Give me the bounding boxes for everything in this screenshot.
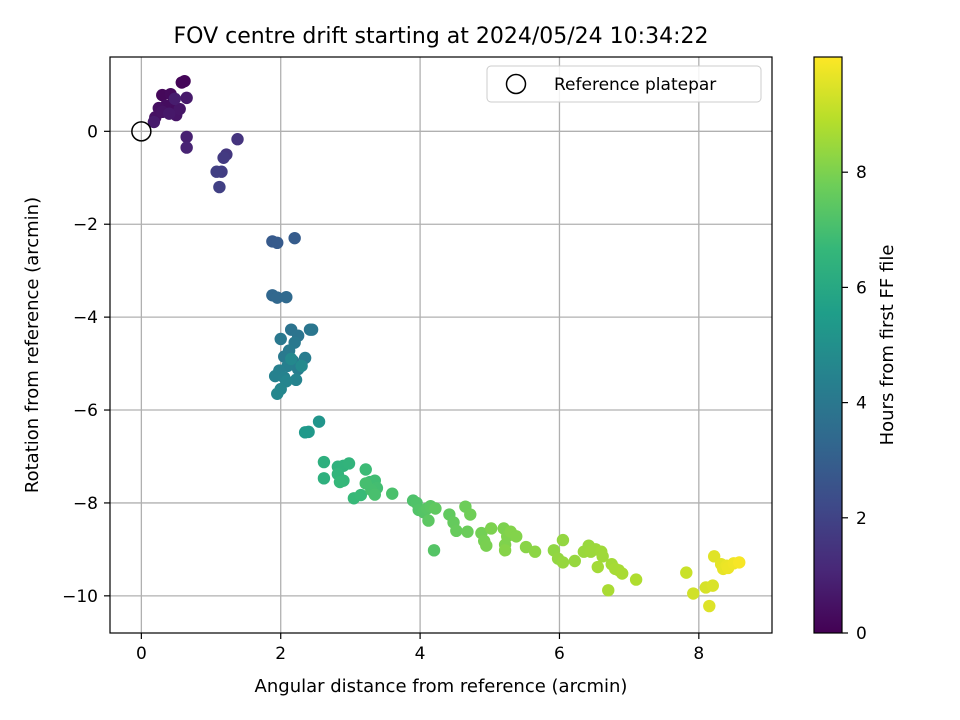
legend-box <box>486 65 762 103</box>
data-point <box>274 332 287 346</box>
data-point <box>280 290 293 304</box>
data-point <box>217 151 230 164</box>
y-tick-label: 0 <box>87 122 98 142</box>
data-point <box>422 514 435 527</box>
data-point <box>271 291 284 304</box>
colorbar-tick-label: 2 <box>856 509 867 529</box>
data-point <box>163 107 176 120</box>
data-point <box>680 566 693 579</box>
plot-frame <box>109 56 773 634</box>
colorbar-tick-label: 4 <box>856 394 867 414</box>
data-point <box>333 475 347 489</box>
data-point <box>354 488 368 502</box>
data-point <box>450 524 463 538</box>
colorbar-bar <box>813 56 843 634</box>
data-point <box>602 584 615 597</box>
data-point <box>386 487 399 500</box>
data-point <box>359 463 372 476</box>
data-point <box>528 545 542 558</box>
data-point <box>568 554 581 568</box>
data-point <box>210 165 223 178</box>
data-point <box>295 359 308 373</box>
data-point <box>629 573 643 586</box>
data-point <box>342 457 356 470</box>
legend-marker <box>505 73 527 95</box>
data-point <box>615 567 629 580</box>
x-tick-label: 8 <box>693 644 704 664</box>
data-point <box>147 115 161 129</box>
data-point <box>213 180 226 194</box>
data-point <box>480 539 493 552</box>
plot-area: 0 2 4 6 8 0 −2 −4 −6 −8 −10 <box>62 56 773 664</box>
data-point <box>231 133 244 146</box>
data-point <box>284 352 298 366</box>
data-point <box>591 560 604 574</box>
data-point <box>178 74 191 88</box>
y-tick-label: −10 <box>62 587 98 607</box>
y-tick-label: −2 <box>73 215 98 235</box>
data-point <box>484 522 498 535</box>
data-point <box>173 102 186 116</box>
data-point <box>288 231 301 245</box>
legend-label: Reference platepar <box>554 75 716 95</box>
data-point <box>312 415 326 428</box>
reference-marker <box>131 121 152 142</box>
y-axis-label: Rotation from reference (arcmin) <box>22 197 43 493</box>
data-point <box>429 502 442 515</box>
data-point <box>498 544 512 557</box>
data-point <box>180 91 193 105</box>
colorbar: 0 2 4 6 8 <box>813 56 867 644</box>
legend: Reference platepar <box>486 65 762 103</box>
data-point <box>317 455 331 469</box>
y-tick-label: −4 <box>73 308 98 328</box>
data-point <box>317 472 331 485</box>
data-point <box>461 525 474 538</box>
colorbar-tick-label: 0 <box>856 624 867 644</box>
x-axis-label: Angular distance from reference (arcmin) <box>255 676 628 697</box>
y-tick-label: −8 <box>73 494 98 514</box>
data-point <box>305 323 319 336</box>
x-tick-label: 2 <box>275 644 286 664</box>
data-point <box>368 488 381 501</box>
data-point <box>180 130 193 144</box>
x-tick-label: 6 <box>554 644 565 664</box>
data-point <box>556 533 570 547</box>
data-point <box>703 599 716 613</box>
data-point <box>510 530 523 543</box>
x-tick-label: 0 <box>136 644 147 664</box>
data-point <box>168 92 182 106</box>
y-tick-label: −6 <box>73 401 98 421</box>
data-point <box>298 426 312 439</box>
data-point <box>289 373 303 387</box>
data-point <box>706 579 719 592</box>
data-point <box>733 556 746 569</box>
data-point <box>687 587 700 600</box>
colorbar-tick-label: 8 <box>856 163 867 183</box>
x-tick-label: 4 <box>415 644 426 664</box>
data-point <box>271 236 284 250</box>
data-point <box>359 477 372 490</box>
data-point <box>271 387 284 400</box>
data-point <box>556 556 570 569</box>
data-point <box>180 141 193 154</box>
data-point <box>464 508 477 521</box>
colorbar-label: Hours from first FF file <box>877 245 898 446</box>
colorbar-tick-label: 6 <box>856 278 867 298</box>
chart-title: FOV centre drift starting at 2024/05/24 … <box>174 24 709 49</box>
data-point <box>596 550 609 563</box>
data-point <box>427 544 441 557</box>
